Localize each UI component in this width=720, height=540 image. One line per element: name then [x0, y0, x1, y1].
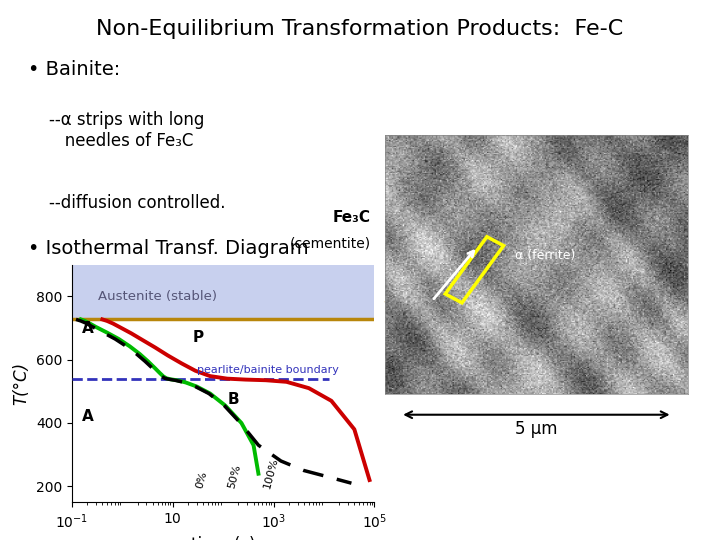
Y-axis label: T(°C): T(°C): [12, 362, 30, 405]
Text: 5 μm: 5 μm: [515, 421, 558, 438]
Text: • Bainite:: • Bainite:: [28, 60, 121, 79]
Text: B: B: [228, 392, 239, 407]
Text: 100%: 100%: [262, 456, 280, 490]
Text: 0%: 0%: [195, 470, 209, 490]
Text: --diffusion controlled.: --diffusion controlled.: [49, 193, 225, 212]
Text: Non-Equilibrium Transformation Products:  Fe-C: Non-Equilibrium Transformation Products:…: [96, 19, 624, 39]
Text: P: P: [193, 330, 204, 345]
Text: $T_E$: $T_E$: [383, 299, 401, 318]
Bar: [72, 265, 374, 319]
Text: Austenite (stable): Austenite (stable): [98, 290, 217, 303]
Text: (cementite): (cementite): [289, 237, 371, 251]
X-axis label: time (s): time (s): [191, 536, 256, 540]
Text: --α strips with long
   needles of Fe₃C: --α strips with long needles of Fe₃C: [49, 111, 204, 150]
Text: α (ferrite): α (ferrite): [516, 249, 575, 262]
Text: Fe₃C: Fe₃C: [333, 211, 371, 225]
Text: A: A: [81, 321, 94, 336]
Text: 50%: 50%: [227, 463, 243, 490]
Text: A: A: [81, 409, 94, 424]
Text: • Isothermal Transf. Diagram: • Isothermal Transf. Diagram: [28, 239, 309, 258]
Text: pearlite/bainite boundary: pearlite/bainite boundary: [197, 365, 338, 375]
